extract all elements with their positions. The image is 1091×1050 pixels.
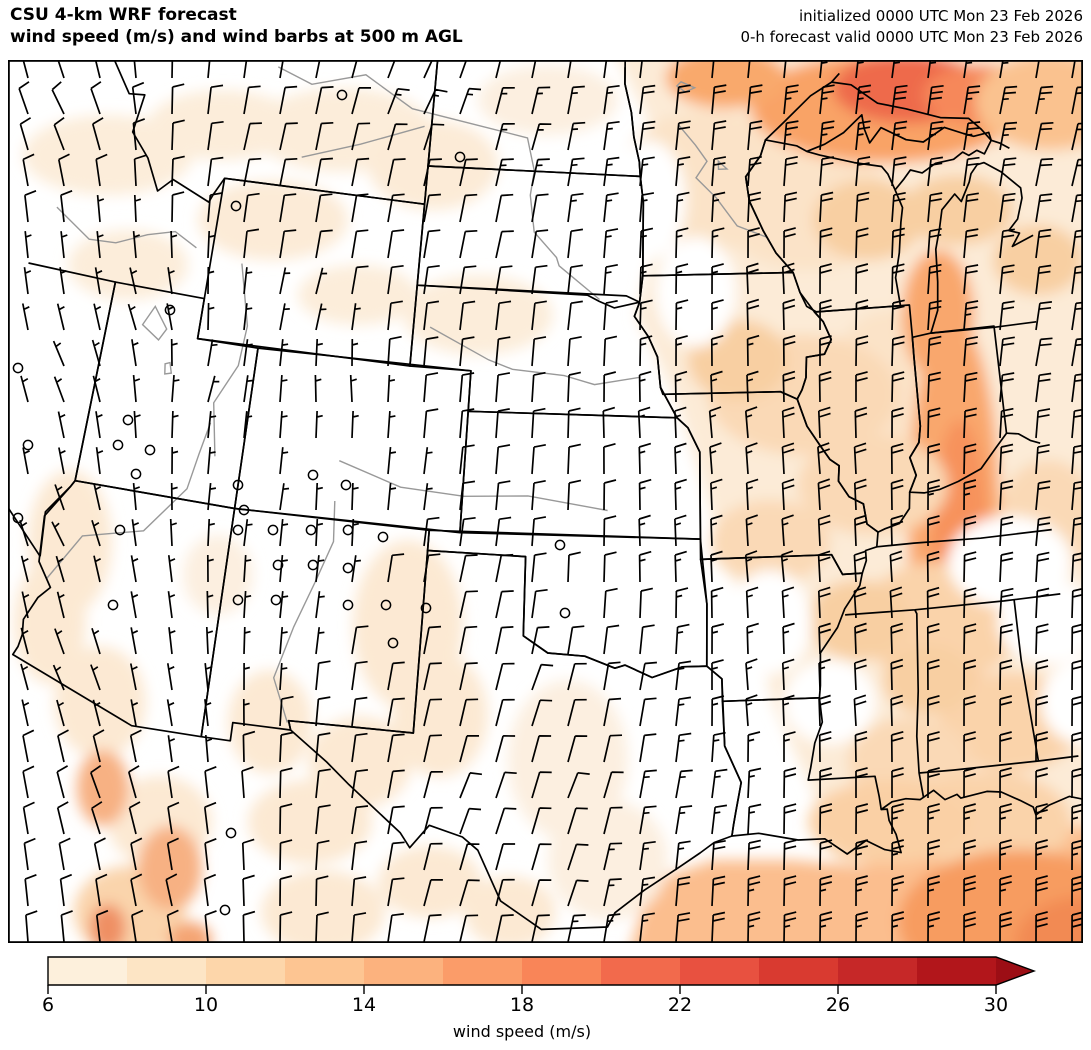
calm-wind-circle [232,594,244,606]
calm-wind-circle [387,637,399,649]
colorbar-tick: 26 [825,994,851,1016]
calm-wind-circle [219,904,231,916]
colorbar-tick: 14 [351,994,377,1016]
colorbar-scale [47,956,1037,994]
calm-wind-circle [380,599,392,611]
colorbar: 6 10 14 18 22 26 30 wind speed (m/s) [0,950,1091,1050]
calm-wind-circle [336,89,348,101]
calm-wind-circle [12,512,24,524]
calm-wind-circle [340,479,352,491]
colorbar-tick: 22 [667,994,693,1016]
calm-wind-circle [225,827,237,839]
title-line-2: wind speed (m/s) and wind barbs at 500 m… [10,27,463,47]
forecast-map [8,60,1083,943]
calm-wind-circle [230,200,242,212]
init-time: initialized 0000 UTC Mon 23 Feb 2026 [798,7,1083,25]
calm-wind-circle [107,599,119,611]
calm-wind-circle [270,594,282,606]
calm-wind-circle [342,524,354,536]
calm-wind-circle [112,439,124,451]
figure-title: CSU 4-km WRF forecast wind speed (m/s) an… [10,4,463,48]
calm-wind-circle [164,304,176,316]
wind-speed-shading [14,60,1083,943]
calm-wind-circle [114,524,126,536]
calm-wind-circle [342,599,354,611]
calm-wind-circle [377,531,389,543]
colorbar-tick: 30 [983,994,1009,1016]
calm-wind-circle [272,559,284,571]
colorbar-tick: 10 [193,994,219,1016]
calm-wind-circle [22,439,34,451]
calm-wind-circle [454,151,466,163]
calm-wind-circle [420,602,432,614]
wind-barbs [12,60,1083,943]
calm-wind-circle [232,524,244,536]
colorbar-tick: 18 [509,994,535,1016]
calm-wind-circle [305,524,317,536]
colorbar-label: wind speed (m/s) [452,1022,592,1041]
colorbar-tick: 6 [41,994,55,1016]
title-line-1: CSU 4-km WRF forecast [10,5,237,25]
calm-wind-circle [12,362,24,374]
forecast-times: initialized 0000 UTC Mon 23 Feb 2026 0-h … [740,6,1083,48]
calm-wind-circle [307,559,319,571]
calm-wind-circle [144,444,156,456]
map-frame-border [8,60,1083,943]
calm-wind-circle [554,539,566,551]
valid-time: 0-h forecast valid 0000 UTC Mon 23 Feb 2… [740,28,1083,46]
calm-wind-circle [232,479,244,491]
calm-wind-circle [122,414,134,426]
calm-wind-circle [267,524,279,536]
calm-wind-circle [342,562,354,574]
calm-wind-circle [559,607,571,619]
calm-wind-circle [307,469,319,481]
